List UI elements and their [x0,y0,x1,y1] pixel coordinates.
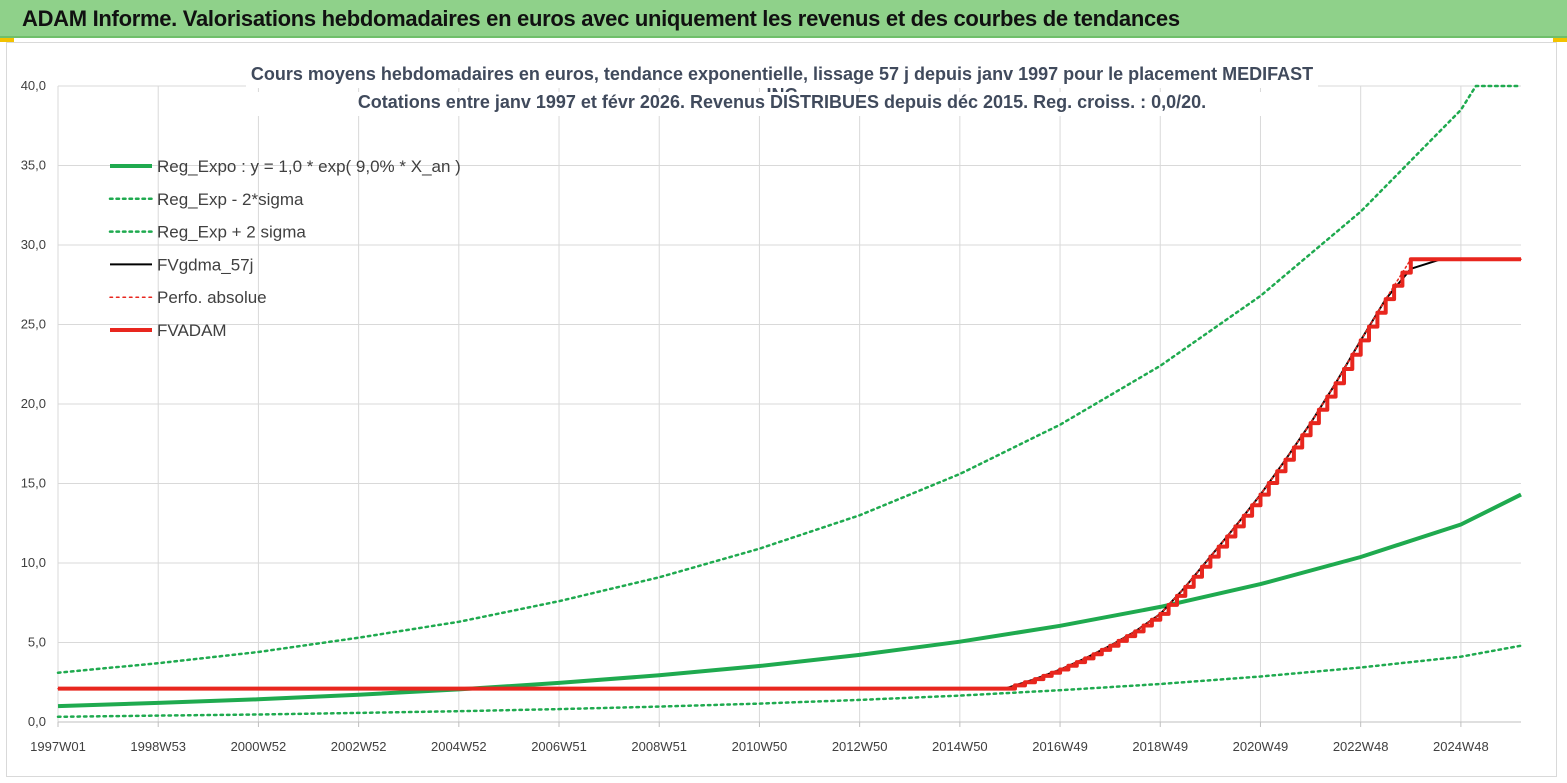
report-title: ADAM Informe. Valorisations hebdomadaire… [22,6,1180,31]
x-tick-label: 2016W49 [1032,739,1088,754]
y-tick-label: 25,0 [21,317,46,332]
y-tick-label: 15,0 [21,476,46,491]
x-tick-label: 2012W50 [832,739,888,754]
x-tick-label: 2024W48 [1433,739,1489,754]
legend-label: Perfo. absolue [157,288,267,307]
x-tick-label: 2010W50 [732,739,788,754]
series-layer [56,84,1523,719]
corner-marker-right [1553,38,1567,42]
corner-marker-left [0,38,14,42]
y-tick-label: 40,0 [21,78,46,93]
x-tick-label: 2018W49 [1132,739,1188,754]
legend-label: Reg_Exp - 2*sigma [157,190,304,209]
series-line [57,258,1522,690]
x-tick-label: 1998W53 [130,739,186,754]
x-tick-label: 2014W50 [932,739,988,754]
x-tick-label: 1997W01 [30,739,86,754]
x-tick-label: 2008W51 [631,739,687,754]
y-tick-label: 10,0 [21,555,46,570]
y-tick-label: 20,0 [21,396,46,411]
chart-title-line-2: Cotations entre janv 1997 et févr 2026. … [246,92,1318,116]
y-tick-label: 30,0 [21,237,46,252]
grid [57,85,1521,723]
legend-label: FVgdma_57j [157,255,253,274]
x-tick-label: 2004W52 [431,739,487,754]
series-line [56,84,1523,674]
y-tick-label: 35,0 [21,158,46,173]
y-tick-label: 5,0 [28,635,46,650]
legend-label: Reg_Expo : y = 1,0 * exp( 9,0% * X_an ) [157,157,461,176]
legend-label: FVADAM [157,321,227,340]
legend: Reg_Expo : y = 1,0 * exp( 9,0% * X_an ) R… [108,157,461,340]
series-line [56,644,1523,719]
series-line [58,257,1521,691]
series-line [57,492,1522,709]
x-tick-label: 2002W52 [331,739,387,754]
series-line [58,258,1521,690]
x-tick-label: 2006W51 [531,739,587,754]
x-tick-label: 2022W48 [1333,739,1389,754]
chart-area [6,42,1557,777]
legend-label: Reg_Exp + 2 sigma [157,223,306,242]
chart-title-line-1: Cours moyens hebdomadaires en euros, ten… [246,64,1318,105]
y-tick-label: 0,0 [28,714,46,729]
title-bar: ADAM Informe. Valorisations hebdomadaire… [0,0,1567,38]
x-tick-label: 2020W49 [1233,739,1289,754]
axes: 0,0 5,0 10,0 15,0 20,0 25,0 30,0 35,0 40,0 1997W0… [21,78,1521,754]
x-tick-label: 2000W52 [231,739,287,754]
